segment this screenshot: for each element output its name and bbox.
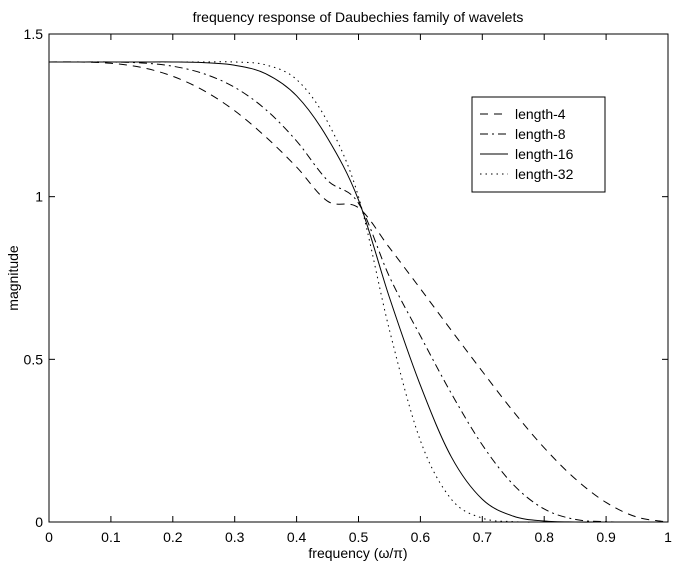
x-tick-label: 0.1	[101, 529, 121, 545]
legend-label-length-32: length-32	[515, 166, 574, 182]
x-tick-label: 0.8	[534, 529, 554, 545]
series-line-length-4	[48, 61, 669, 523]
x-tick-label: 0.3	[225, 529, 245, 545]
y-tick-label: 0.5	[24, 351, 44, 367]
y-tick-label: 1	[35, 189, 43, 205]
legend-label-length-16: length-16	[515, 146, 574, 162]
legend-label-length-4: length-4	[515, 106, 566, 122]
series-line-length-8	[48, 61, 669, 523]
x-tick-label: 0.7	[473, 529, 493, 545]
x-tick-label: 0.4	[287, 529, 307, 545]
y-axis-label: magnitude	[5, 245, 21, 311]
x-tick-label: 0.2	[163, 529, 183, 545]
series-lines	[48, 61, 669, 523]
x-tick-label: 0	[45, 529, 53, 545]
legend-label-length-8: length-8	[515, 126, 566, 142]
x-tick-label: 0.9	[596, 529, 616, 545]
y-tick-label: 1.5	[24, 26, 44, 42]
axis-tick-labels: 0 0.1 0.2 0.3 0.4 0.5 0.6 0.7 0.8 0.9 1 0 0.5 1 1.5	[24, 26, 673, 545]
x-tick-label: 0.6	[411, 529, 431, 545]
chart-title: frequency response of Daubechies family …	[193, 9, 524, 25]
legend-items: length-4 length-8 length-16 length-32	[480, 106, 574, 182]
legend: length-4 length-8 length-16 length-32	[471, 96, 606, 193]
x-tick-label: 1	[664, 529, 672, 545]
axis-ticks	[48, 33, 669, 523]
y-tick-label: 0	[35, 514, 43, 530]
x-tick-label: 0.5	[349, 529, 369, 545]
x-axis-label: frequency (ω/π)	[308, 545, 407, 561]
legend-box	[471, 96, 606, 193]
